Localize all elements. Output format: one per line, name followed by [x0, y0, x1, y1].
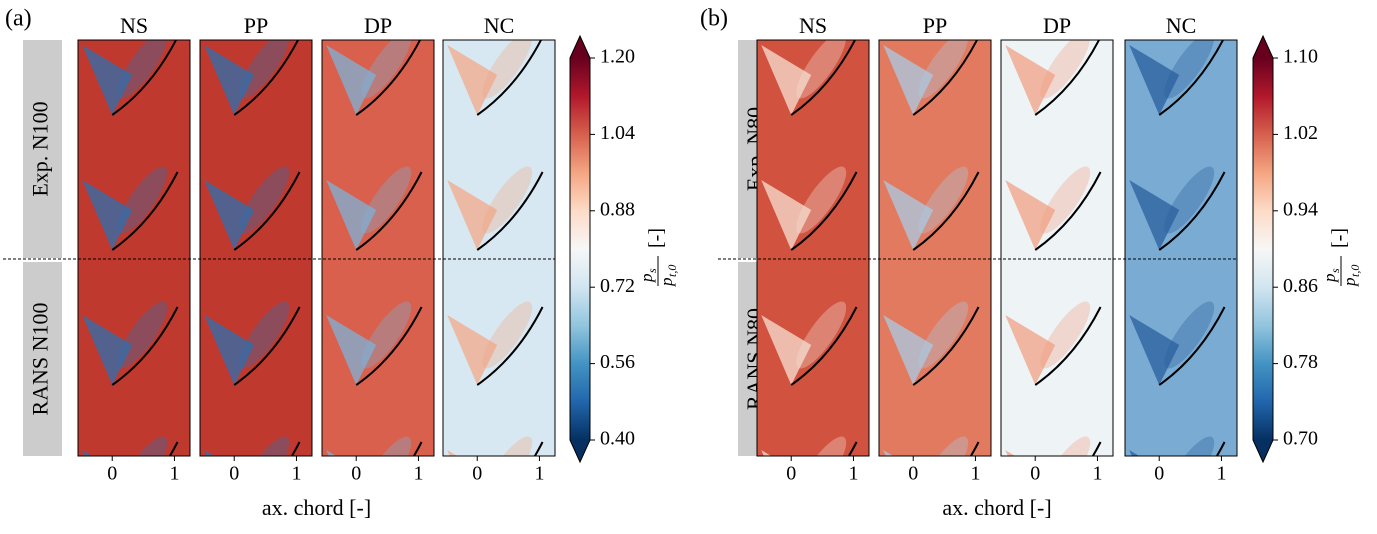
contour-field [78, 25, 190, 520]
label-denominator: p [657, 278, 676, 288]
x-tick-label: 0 [351, 463, 361, 485]
colorbar-extend-top [570, 36, 590, 58]
contour-field [443, 25, 555, 520]
flow-feature [204, 450, 254, 520]
colorbar-tick-label: 0.86 [1283, 275, 1318, 297]
row-label: Exp. N100 [28, 101, 53, 196]
label-numerator-sub: s [1328, 268, 1342, 273]
field-background [78, 40, 190, 456]
field-background [200, 40, 312, 456]
field-background [1125, 40, 1237, 456]
x-tick-label: 1 [291, 463, 301, 485]
column-title: NC [484, 13, 515, 38]
colorbar-tick-label: 0.72 [600, 275, 635, 297]
colorbar-tick-label: 0.70 [1283, 428, 1318, 450]
x-tick-label: 1 [413, 463, 423, 485]
flow-feature [883, 450, 933, 520]
column-title: DP [1043, 13, 1071, 38]
contour-field [757, 25, 869, 520]
label-denominator-sub: t,0 [1348, 265, 1362, 277]
flow-feature [82, 450, 132, 520]
label-numerator: p [637, 274, 656, 284]
x-axis-label: ax. chord [-] [942, 495, 1051, 520]
x-tick-label: 1 [848, 463, 858, 485]
column-title: NS [799, 13, 827, 38]
label-denominator-sub: t,0 [665, 265, 679, 277]
column-title: PP [244, 13, 268, 38]
field-background [443, 40, 555, 456]
flow-feature [447, 450, 497, 520]
colorbar-tick-label: 1.20 [600, 46, 635, 68]
x-tick-label: 0 [1154, 463, 1164, 485]
contour-field [879, 25, 991, 520]
column-title: PP [923, 13, 947, 38]
row-label: RANS N100 [28, 302, 53, 415]
contour-field [322, 25, 434, 520]
x-tick-label: 0 [107, 463, 117, 485]
x-tick-label: 0 [229, 463, 239, 485]
colorbar-tick-label: 1.10 [1283, 46, 1318, 68]
flow-feature [1129, 450, 1179, 520]
colorbar-tick-label: 0.88 [600, 198, 635, 220]
panel-label: (b) [700, 6, 728, 32]
colorbar-tick-label: 1.02 [1283, 122, 1318, 144]
label-denominator: p [1340, 278, 1359, 288]
column-title: DP [364, 13, 392, 38]
label-unit: [-] [1329, 228, 1351, 248]
x-tick-label: 0 [1030, 463, 1040, 485]
field-background [322, 40, 434, 456]
contour-field [1125, 25, 1237, 520]
x-tick-label: 0 [472, 463, 482, 485]
x-tick-label: 1 [1216, 463, 1226, 485]
colorbar [1253, 58, 1273, 440]
x-tick-label: 1 [169, 463, 179, 485]
column-title: NC [1166, 13, 1197, 38]
colorbar-extend-top [1253, 36, 1273, 58]
field-background [757, 40, 869, 456]
x-tick-label: 1 [970, 463, 980, 485]
panel-label: (a) [5, 6, 32, 32]
colorbar-label: pspt,0[-] [637, 228, 679, 287]
flow-feature [761, 450, 811, 520]
colorbar-tick-label: 0.40 [600, 428, 635, 450]
colorbar-tick-label: 0.78 [1283, 351, 1318, 373]
contour-field [200, 25, 312, 520]
colorbar-extend-bottom [1253, 440, 1273, 462]
x-tick-label: 1 [534, 463, 544, 485]
x-axis-label: ax. chord [-] [262, 495, 371, 520]
contour-field [1001, 25, 1113, 520]
colorbar-tick-label: 1.04 [600, 122, 635, 144]
field-background [879, 40, 991, 456]
colorbar-tick-label: 0.94 [1283, 198, 1318, 220]
colorbar [570, 58, 590, 440]
label-unit: [-] [646, 228, 668, 248]
column-title: NS [120, 13, 148, 38]
colorbar-extend-bottom [570, 440, 590, 462]
x-tick-label: 0 [786, 463, 796, 485]
label-numerator-sub: s [645, 268, 659, 273]
x-tick-label: 0 [908, 463, 918, 485]
field-background [1001, 40, 1113, 456]
label-numerator: p [1320, 274, 1339, 284]
colorbar-label: pspt,0[-] [1320, 228, 1362, 287]
x-tick-label: 1 [1092, 463, 1102, 485]
colorbar-tick-label: 0.56 [600, 351, 635, 373]
